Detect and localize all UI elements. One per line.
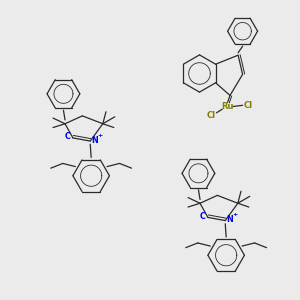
Text: Cl: Cl	[206, 111, 216, 120]
Text: +: +	[232, 212, 237, 217]
Text: N: N	[226, 215, 233, 224]
Text: Ru: Ru	[221, 102, 234, 111]
Text: Cl: Cl	[243, 101, 253, 110]
Text: C: C	[199, 212, 205, 221]
Text: C: C	[64, 133, 70, 142]
Text: N: N	[91, 136, 98, 145]
Text: +: +	[97, 133, 102, 138]
